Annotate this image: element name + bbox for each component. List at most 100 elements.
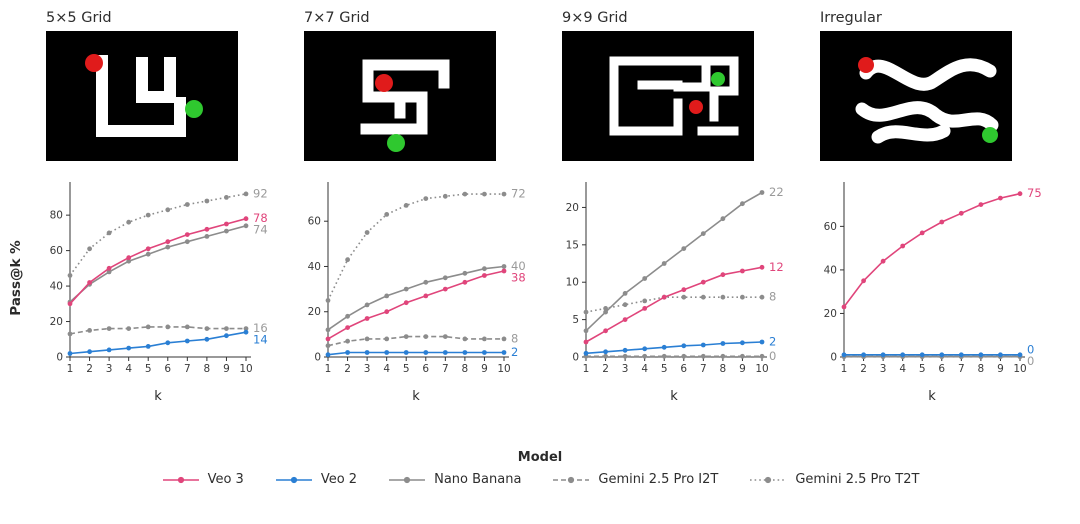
maze-wall-path <box>709 56 739 122</box>
x-tick-label: 6 <box>422 363 429 375</box>
y-tick-label: 60 <box>50 245 63 257</box>
x-tick-label: 3 <box>364 363 371 375</box>
legend-label: Gemini 2.5 Pro T2T <box>795 472 920 487</box>
legend-item-gemini-2-5-pro-i2t: Gemini 2.5 Pro I2T <box>551 472 718 487</box>
x-tick-label: 3 <box>106 363 113 375</box>
series-end-label: 22 <box>769 185 784 199</box>
x-tick-label: 7 <box>442 363 449 375</box>
x-tick-label: 1 <box>841 363 848 375</box>
series-veo-2 <box>67 329 249 356</box>
maze-wall-path <box>362 59 450 89</box>
series-end-label: 14 <box>253 333 268 347</box>
series-gemini-2-5-pro-i2t <box>583 353 765 359</box>
x-tick-label: 9 <box>223 363 230 375</box>
maze-wall-path <box>136 57 176 103</box>
series-end-label: 75 <box>1027 186 1042 200</box>
legend-label: Gemini 2.5 Pro I2T <box>598 472 719 487</box>
maze-goal-marker <box>982 127 998 143</box>
y-tick-label: 0 <box>314 352 321 364</box>
series-end-label: 72 <box>511 187 526 201</box>
y-tick-label: 60 <box>308 216 321 228</box>
legend-item-nano-banana: Nano Banana <box>387 472 521 487</box>
series-gemini-2-5-pro-i2t <box>67 324 249 337</box>
x-tick-label: 7 <box>700 363 707 375</box>
y-tick-label: 15 <box>566 239 579 251</box>
legend-label: Nano Banana <box>434 472 522 487</box>
series-nano-banana <box>583 190 765 334</box>
maze-bg <box>562 31 754 161</box>
y-tick-label: 20 <box>308 306 321 318</box>
y-tick-label: 40 <box>308 261 321 273</box>
x-tick-label: 9 <box>997 363 1004 375</box>
series-end-label: 2 <box>769 335 776 349</box>
series-end-label: 8 <box>769 290 776 304</box>
x-tick-label: 5 <box>145 363 152 375</box>
x-tick-label: 2 <box>86 363 93 375</box>
y-tick-label: 40 <box>50 281 63 293</box>
legend-label: Veo 2 <box>320 472 358 487</box>
x-tick-label: 9 <box>481 363 488 375</box>
y-tick-label: 20 <box>566 202 579 214</box>
series-veo-2 <box>583 339 765 356</box>
maze-start-marker <box>375 74 393 92</box>
maze-goal-marker <box>185 100 203 118</box>
y-tick-label: 20 <box>50 316 63 328</box>
panels-row: 5×5 Grid 0 20 40 60 80 1 2 3 4 5 6 7 8 9 10 k 92 78 74 16 14… <box>36 10 1068 409</box>
x-tick-label: 2 <box>344 363 351 375</box>
maze-wall-path <box>855 101 999 132</box>
series-end-label: 0 <box>1027 342 1034 356</box>
maze-goal-marker <box>711 72 725 86</box>
x-tick-label: 1 <box>325 363 332 375</box>
y-tick-label: 80 <box>50 210 63 222</box>
maze-wall-path <box>673 56 711 92</box>
series-veo-2 <box>325 350 507 358</box>
series-end-label: 40 <box>511 259 526 273</box>
x-tick-label: 3 <box>622 363 629 375</box>
x-tick-label: 4 <box>641 363 648 375</box>
series-gemini-2-5-pro-i2t <box>325 334 507 349</box>
maze-start-marker <box>858 57 874 73</box>
x-tick-label: 10 <box>497 363 510 375</box>
series-nano-banana <box>67 223 249 305</box>
maze-start-marker <box>689 100 703 114</box>
x-tick-label: 1 <box>583 363 590 375</box>
x-tick-label: 2 <box>602 363 609 375</box>
x-axis-label-k: k <box>154 389 162 404</box>
panel-title: Irregular <box>820 10 882 26</box>
panel-title: 9×9 Grid <box>562 10 628 26</box>
y-tick-label: 0 <box>572 352 579 364</box>
series-end-label: 0 <box>1027 354 1034 368</box>
legend-marker-icon <box>275 476 312 483</box>
x-tick-label: 4 <box>383 363 390 375</box>
x-tick-label: 8 <box>720 363 727 375</box>
x-tick-label: 4 <box>899 363 906 375</box>
legend-item-gemini-2-5-pro-t2t: Gemini 2.5 Pro T2T <box>748 472 919 487</box>
x-tick-label: 3 <box>880 363 887 375</box>
x-tick-label: 4 <box>125 363 132 375</box>
legend-marker-icon <box>553 476 590 483</box>
y-tick-label: 5 <box>572 314 579 326</box>
legend-item-veo-2: Veo 2 <box>274 472 357 487</box>
x-tick-label: 8 <box>204 363 211 375</box>
maze-wall-path <box>609 56 683 136</box>
legend-marker-icon <box>162 476 199 483</box>
maze-image-7x7-grid <box>304 31 496 161</box>
series-gemini-2-5-pro-t2t <box>325 191 507 303</box>
x-tick-label: 5 <box>661 363 668 375</box>
panel-5x5-grid: 5×5 Grid 0 20 40 60 80 1 2 3 4 5 6 7 8 9 10 k 92 78 74 16 14 <box>36 10 294 409</box>
maze-goal-marker <box>387 134 405 152</box>
series-end-label: 38 <box>511 270 526 284</box>
x-axis-label-k: k <box>412 389 420 404</box>
x-tick-label: 6 <box>680 363 687 375</box>
legend-title-model: Model <box>517 450 563 465</box>
y-tick-label: 40 <box>824 264 837 276</box>
series-nano-banana <box>325 264 507 333</box>
legend-marker-icon <box>389 476 426 483</box>
series-end-label: 74 <box>253 223 268 237</box>
y-axis-label: Pass@k % <box>8 240 24 316</box>
x-tick-label: 9 <box>739 363 746 375</box>
series-end-label: 2 <box>511 345 518 359</box>
maze-bg <box>820 31 1012 161</box>
series-gemini-2-5-pro-t2t <box>583 294 765 315</box>
